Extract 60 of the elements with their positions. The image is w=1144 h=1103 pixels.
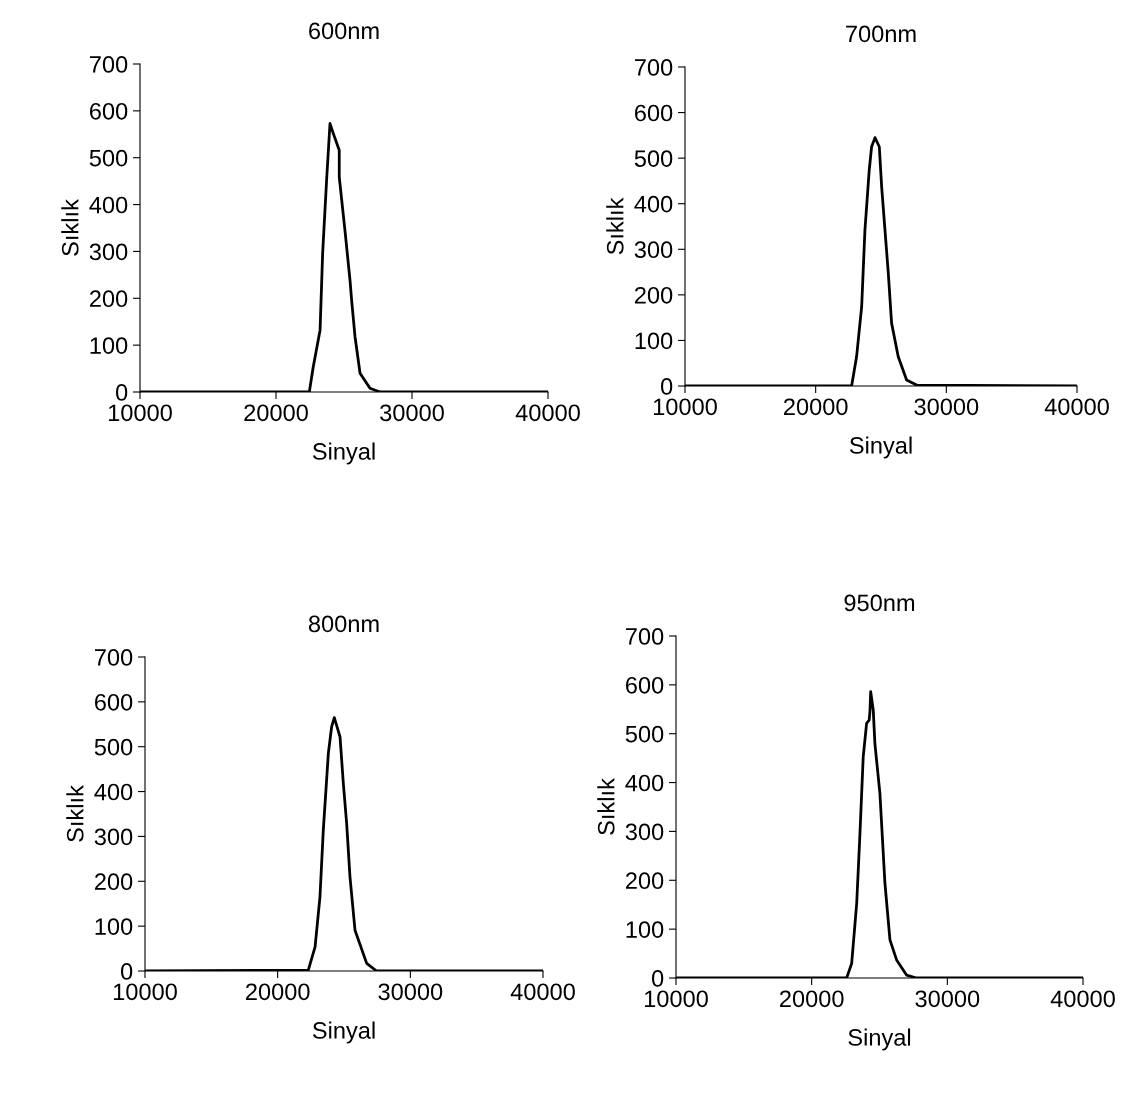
y-tick-label: 200: [634, 286, 673, 304]
y-tick-label: 0: [120, 963, 133, 980]
x-tick-label: 20000: [244, 404, 308, 422]
x-tick-label: 10000: [644, 990, 708, 1008]
y-tick-label: 200: [89, 290, 128, 308]
y-tick-label: 600: [626, 676, 664, 694]
x-tick-label: 40000: [515, 404, 580, 422]
y-tick-label: 0: [115, 384, 128, 401]
y-tick-label: 300: [94, 828, 133, 846]
x-tick-label: 40000: [1050, 990, 1115, 1008]
y-tick-label: 400: [89, 196, 128, 214]
y-axis-title: Sıklık: [66, 785, 84, 842]
y-tick-label: 100: [635, 332, 673, 350]
x-axis-title: Sinyal: [312, 442, 375, 465]
x-axis-title: Sinyal: [848, 1028, 911, 1051]
x-tick-label: 30000: [380, 404, 444, 422]
y-tick-label: 600: [90, 102, 128, 120]
x-tick-label: 40000: [1044, 398, 1109, 416]
x-tick-label: 20000: [780, 990, 844, 1008]
y-tick-label: 700: [90, 56, 128, 73]
x-tick-label: 40000: [510, 983, 575, 1001]
y-tick-label: 300: [625, 823, 664, 841]
y-tick-label: 300: [634, 241, 673, 259]
y-tick-label: 600: [635, 104, 673, 122]
y-axis-title: Sıklık: [61, 199, 79, 256]
chart-title: 700nm: [846, 25, 916, 43]
x-axis-title: Sinyal: [312, 1021, 375, 1044]
y-tick-label: 400: [634, 195, 673, 213]
y-tick-label: 500: [89, 149, 128, 167]
chart-title: 950nm: [844, 594, 915, 612]
y-axis-title: Sıklık: [606, 197, 624, 255]
y-tick-label: 100: [626, 921, 664, 938]
y-tick-label: 0: [660, 378, 673, 395]
x-tick-label: 10000: [653, 398, 717, 416]
x-tick-label: 30000: [915, 990, 980, 1008]
y-tick-label: 200: [625, 872, 664, 890]
x-tick-label: 30000: [378, 983, 443, 1001]
y-tick-label: 500: [625, 725, 664, 743]
x-tick-label: 10000: [108, 404, 172, 422]
x-tick-label: 20000: [784, 398, 848, 416]
y-tick-label: 100: [90, 337, 128, 354]
y-axis-title: Sıklık: [597, 778, 615, 835]
y-tick-label: 400: [94, 783, 133, 801]
y-tick-label: 0: [651, 970, 664, 987]
y-tick-label: 400: [625, 774, 664, 792]
y-tick-label: 700: [635, 59, 673, 76]
x-tick-label: 30000: [914, 398, 979, 416]
y-tick-label: 200: [94, 873, 133, 891]
x-axis-title: Sinyal: [849, 436, 912, 459]
y-tick-label: 300: [89, 243, 128, 261]
y-tick-label: 500: [94, 738, 133, 756]
y-tick-label: 100: [95, 918, 133, 935]
y-tick-label: 700: [95, 649, 133, 666]
y-tick-label: 600: [95, 693, 133, 711]
y-tick-label: 700: [626, 628, 664, 645]
y-tick-label: 500: [634, 150, 673, 167]
x-tick-label: 10000: [113, 983, 177, 1001]
x-tick-label: 20000: [246, 983, 310, 1001]
chart-title: 800nm: [308, 615, 379, 633]
chart-title: 600nm: [309, 22, 379, 40]
